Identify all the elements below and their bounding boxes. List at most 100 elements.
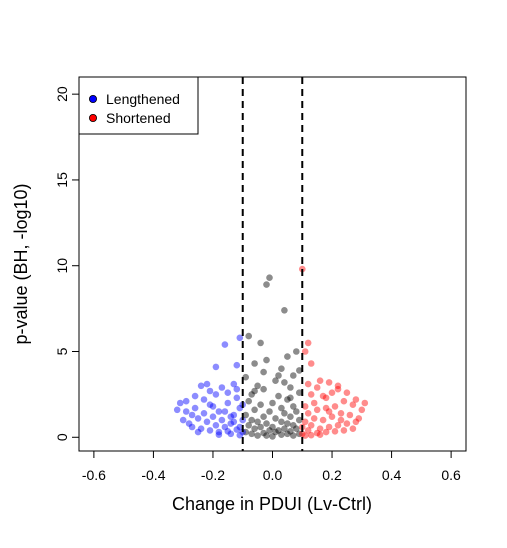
point-shortened-3 <box>307 360 315 367</box>
point-lengthened-41 <box>191 404 199 412</box>
x-tick-label-2: -0.2 <box>201 467 225 483</box>
point-shortened-47 <box>316 431 324 439</box>
point-lengthened-42 <box>206 401 214 409</box>
legend: Lengthened Shortened <box>78 76 199 135</box>
point-lengthened-11 <box>182 397 190 405</box>
point-shortened-6 <box>334 382 342 390</box>
point-lengthened-32 <box>224 428 232 435</box>
point-lengthened-17 <box>224 399 232 407</box>
x-tick-label-4: 0.2 <box>322 467 342 483</box>
point-shortened-8 <box>304 380 312 388</box>
point-not-significant-58 <box>263 432 270 439</box>
point-shortened-5 <box>325 379 333 386</box>
point-shortened-37 <box>299 430 306 438</box>
point-not-significant-55 <box>278 431 285 439</box>
point-not-significant-8 <box>278 365 285 373</box>
point-not-significant-31 <box>260 413 267 421</box>
point-not-significant-29 <box>242 411 249 419</box>
point-not-significant-59 <box>269 433 276 440</box>
point-not-significant-47 <box>266 427 273 434</box>
point-not-significant-12 <box>272 377 279 385</box>
point-shortened-23 <box>310 415 318 422</box>
point-lengthened-23 <box>194 415 202 422</box>
point-shortened-20 <box>337 410 345 417</box>
x-tick-label-3: 0.0 <box>263 467 283 483</box>
point-not-significant-38 <box>263 420 270 427</box>
point-lengthened-22 <box>185 420 193 427</box>
point-not-significant-24 <box>278 404 285 412</box>
point-not-significant-63 <box>296 367 303 374</box>
point-lengthened-43 <box>221 408 229 415</box>
point-not-significant-3 <box>245 332 252 340</box>
point-not-significant-4 <box>257 339 264 347</box>
point-shortened-9 <box>343 389 351 397</box>
point-not-significant-1 <box>263 281 270 288</box>
point-not-significant-50 <box>272 428 279 436</box>
point-not-significant-37 <box>284 420 291 427</box>
point-lengthened-9 <box>176 399 184 407</box>
point-lengthened-18 <box>227 413 235 421</box>
point-not-significant-33 <box>248 416 255 424</box>
point-shortened-22 <box>319 416 327 424</box>
legend-swatch-shortened <box>89 114 98 123</box>
point-shortened-13 <box>349 401 357 409</box>
point-not-significant-35 <box>278 418 285 426</box>
point-not-significant-0 <box>266 274 273 282</box>
point-not-significant-21 <box>269 399 276 407</box>
point-not-significant-60 <box>275 372 282 379</box>
point-lengthened-52 <box>194 428 202 436</box>
point-shortened-11 <box>361 399 369 407</box>
point-lengthened-33 <box>233 426 241 433</box>
point-lengthened-31 <box>215 428 223 436</box>
point-not-significant-15 <box>260 385 267 393</box>
point-lengthened-29 <box>197 425 205 433</box>
point-shortened-14 <box>340 397 348 405</box>
x-tick-label-6: 0.6 <box>441 467 461 483</box>
point-shortened-18 <box>301 403 309 410</box>
point-lengthened-49 <box>215 431 223 439</box>
point-not-significant-17 <box>248 391 255 398</box>
point-shortened-28 <box>325 423 333 431</box>
point-shortened-39 <box>328 389 336 397</box>
point-not-significant-25 <box>251 406 258 414</box>
point-not-significant-23 <box>290 403 297 410</box>
point-not-significant-14 <box>287 384 294 391</box>
point-not-significant-45 <box>251 425 258 433</box>
point-shortened-29 <box>316 425 324 433</box>
point-lengthened-38 <box>218 416 226 424</box>
point-not-significant-36 <box>254 418 261 426</box>
point-not-significant-54 <box>296 430 303 438</box>
point-lengthened-2 <box>221 341 229 348</box>
point-shortened-42 <box>337 416 345 424</box>
point-lengthened-24 <box>203 418 211 426</box>
point-lengthened-40 <box>236 423 244 431</box>
point-shortened-46 <box>352 418 360 426</box>
point-lengthened-51 <box>236 431 244 439</box>
point-lengthened-21 <box>179 416 187 424</box>
point-not-significant-27 <box>266 408 273 415</box>
x-tick-label-1: -0.4 <box>141 467 165 483</box>
point-shortened-16 <box>322 394 330 402</box>
point-not-significant-61 <box>260 368 267 376</box>
point-shortened-50 <box>334 385 342 393</box>
point-shortened-15 <box>331 403 339 410</box>
point-not-significant-62 <box>281 379 288 386</box>
point-shortened-32 <box>340 427 348 434</box>
point-not-significant-41 <box>269 423 276 431</box>
point-lengthened-4 <box>203 380 211 388</box>
point-shortened-2 <box>301 348 309 355</box>
point-shortened-34 <box>322 428 330 436</box>
x-tick-label-5: 0.4 <box>382 467 402 483</box>
point-not-significant-43 <box>281 425 288 433</box>
point-lengthened-20 <box>236 404 244 412</box>
point-lengthened-26 <box>221 423 229 431</box>
point-lengthened-48 <box>233 385 241 393</box>
point-not-significant-22 <box>257 401 264 409</box>
point-not-significant-57 <box>290 432 297 439</box>
point-not-significant-18 <box>275 392 282 400</box>
point-not-significant-44 <box>293 425 300 433</box>
point-lengthened-47 <box>224 389 232 397</box>
point-lengthened-14 <box>200 396 208 403</box>
point-shortened-33 <box>331 428 339 435</box>
point-shortened-12 <box>358 406 366 414</box>
